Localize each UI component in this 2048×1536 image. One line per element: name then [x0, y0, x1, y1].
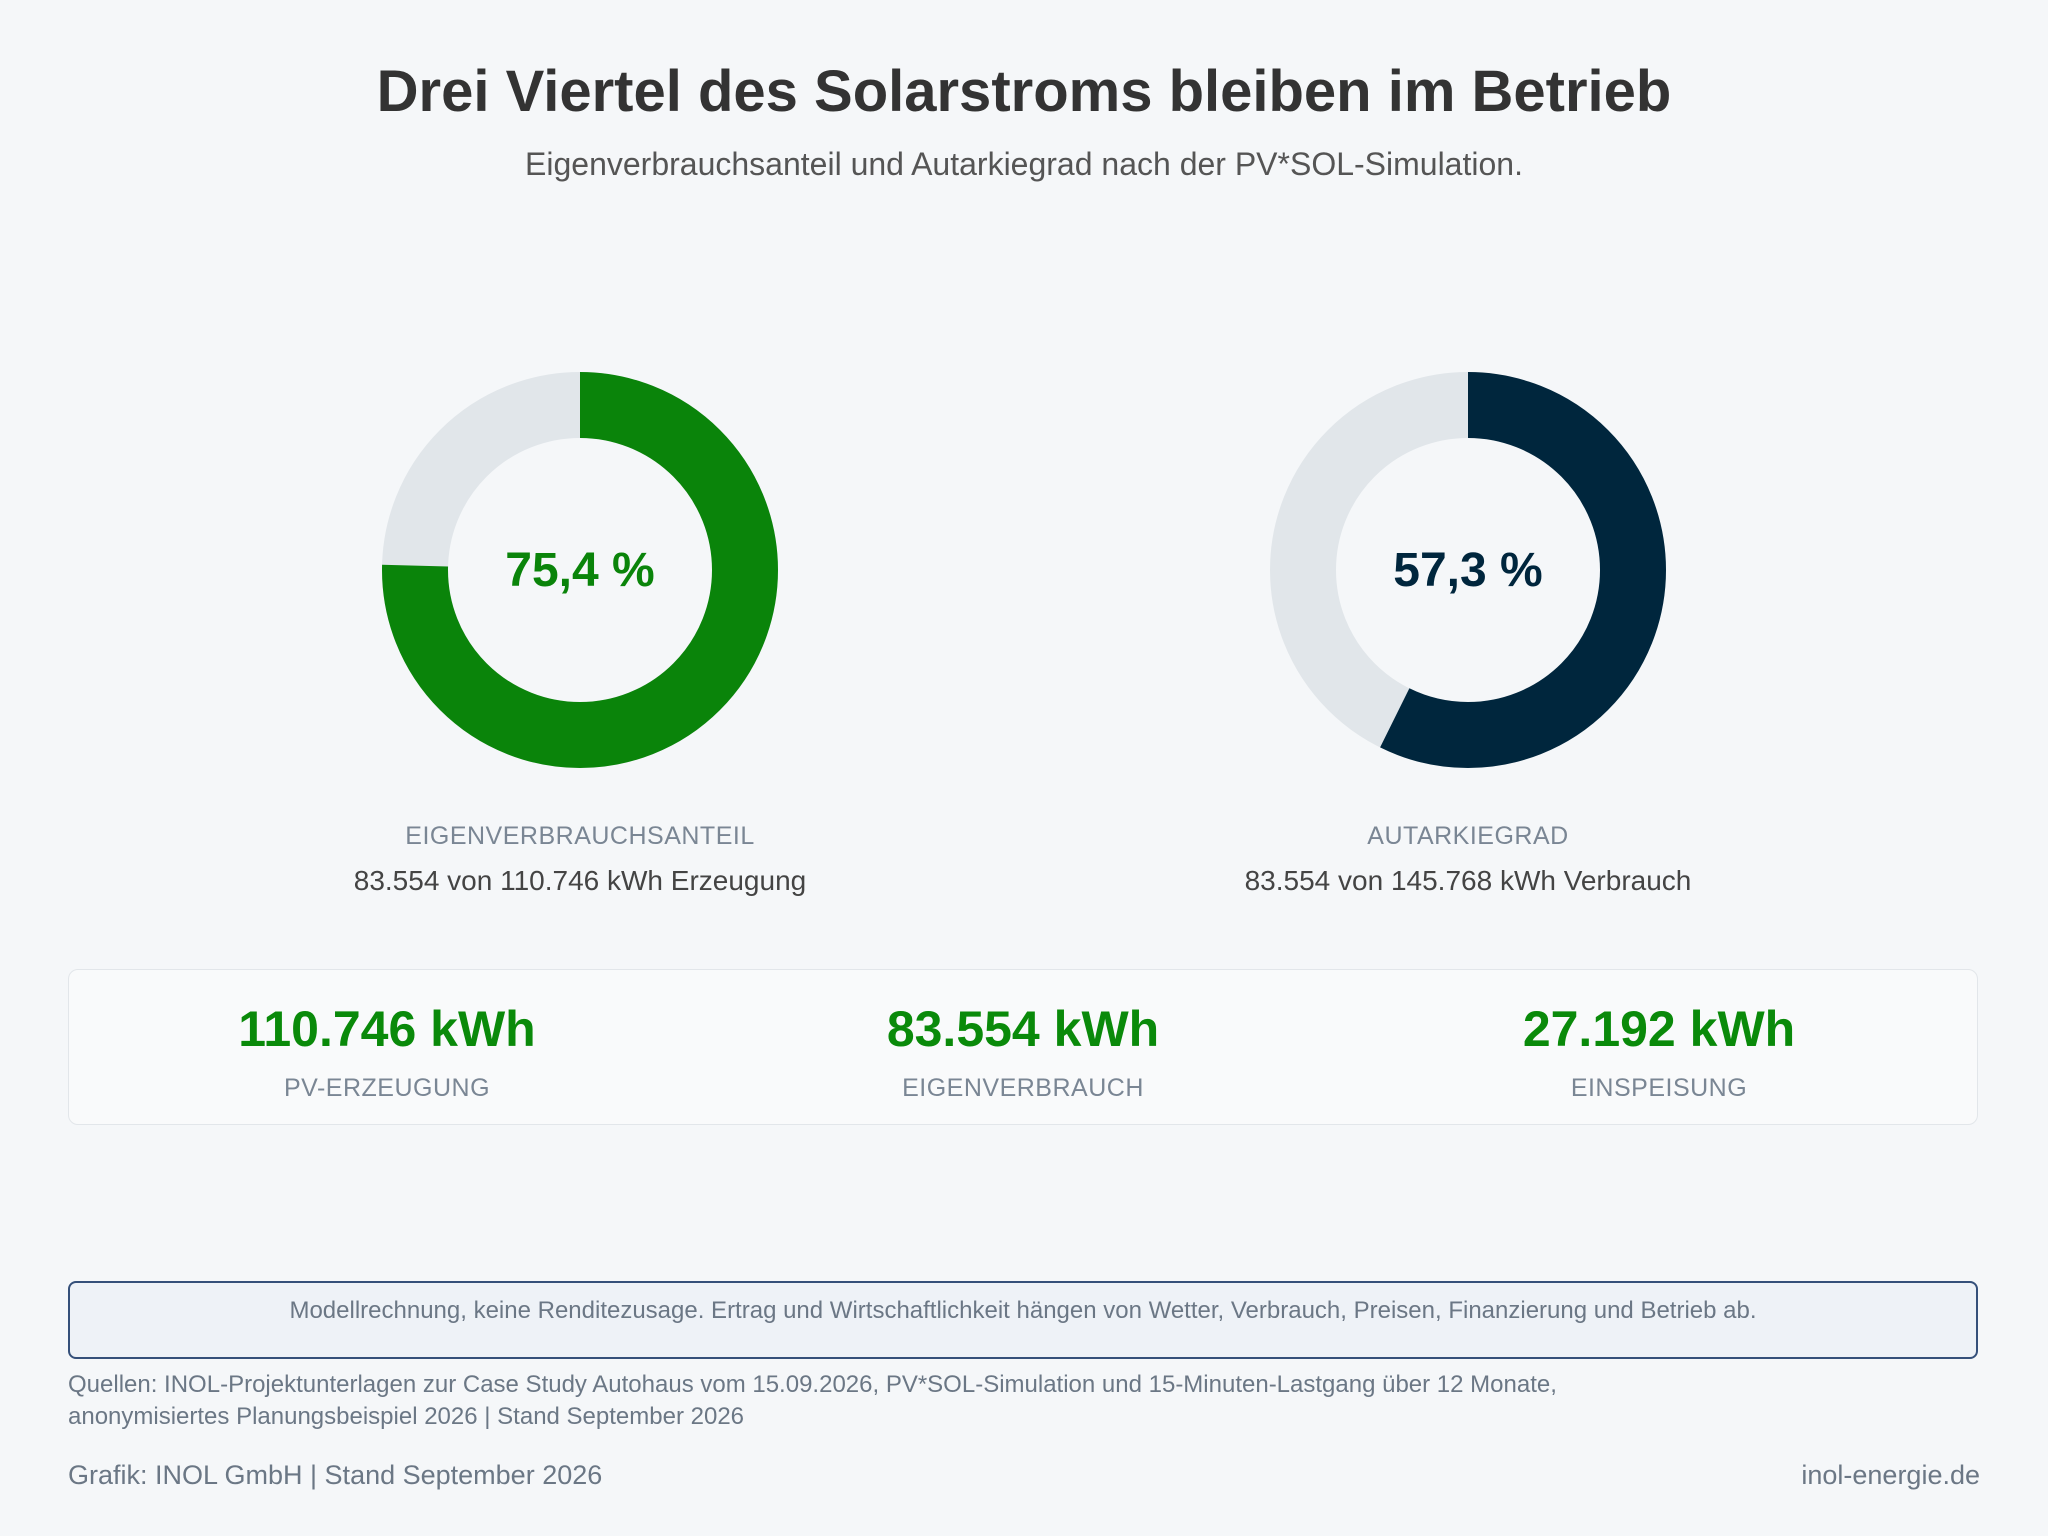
donut-svg-eigenverbrauch	[382, 372, 778, 768]
page-subtitle: Eigenverbrauchsanteil und Autarkiegrad n…	[525, 146, 1523, 182]
kpi-label: EIGENVERBRAUCH	[902, 1074, 1144, 1102]
donut-svg-autarkie	[1270, 372, 1666, 768]
kpi-label: PV-ERZEUGUNG	[283, 1074, 491, 1102]
sources-line-2: anonymisiertes Planungsbeispiel 2026 | S…	[68, 1403, 745, 1430]
kpi-einspeisung: 27.192 kWh EINSPEISUNG	[1341, 970, 1977, 1124]
kpi-pv-erzeugung: 110.746 kWh PV-ERZEUGUNG	[69, 970, 705, 1124]
kpi-label: EINSPEISUNG	[1570, 1074, 1748, 1102]
donut-value-eigenverbrauch: 75,4 %	[505, 543, 655, 597]
donut-arc-eigenverbrauch	[382, 372, 778, 768]
sources-line-1: Quellen: INOL-Projektunterlagen zur Case…	[68, 1371, 1557, 1398]
donut-label-eigenverbrauch: EIGENVERBRAUCHSANTEIL	[405, 822, 755, 850]
kpi-value: 83.554 kWh	[886, 1001, 1160, 1057]
kpi-value: 27.192 kWh	[1522, 1001, 1796, 1057]
page-title: Drei Viertel des Solarstroms bleiben im …	[376, 59, 1672, 124]
footer-website-link[interactable]: inol-energie.de	[1801, 1460, 1980, 1490]
kpi-panel: 110.746 kWh PV-ERZEUGUNG 83.554 kWh EIGE…	[68, 969, 1978, 1125]
donut-arc-autarkie	[1270, 372, 1666, 768]
donut-label-autarkie: AUTARKIEGRAD	[1367, 822, 1569, 850]
disclaimer-box: Modellrechnung, keine Renditezusage. Ert…	[68, 1281, 1978, 1359]
footer-credit: Grafik: INOL GmbH | Stand September 2026	[68, 1460, 603, 1490]
donut-chart-eigenverbrauch: 75,4 % EIGENVERBRAUCHSANTEIL 83.554 von …	[180, 360, 980, 897]
kpi-value: 110.746 kWh	[238, 1001, 536, 1057]
sources-note: Quellen: INOL-Projektunterlagen zur Case…	[68, 1369, 1768, 1433]
donut-chart-autarkie: 57,3 % AUTARKIEGRAD 83.554 von 145.768 k…	[1068, 360, 1868, 897]
donut-detail-eigenverbrauch: 83.554 von 110.746 kWh Erzeugung	[353, 865, 807, 896]
donut-detail-autarkie: 83.554 von 145.768 kWh Verbrauch	[1244, 865, 1692, 896]
donut-value-autarkie: 57,3 %	[1393, 543, 1543, 597]
kpi-eigenverbrauch: 83.554 kWh EIGENVERBRAUCH	[705, 970, 1341, 1124]
